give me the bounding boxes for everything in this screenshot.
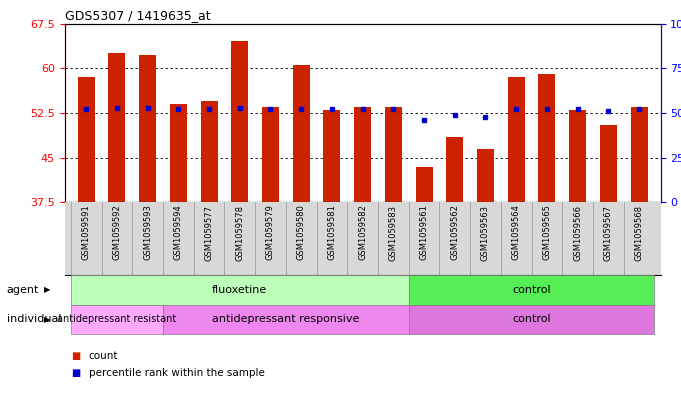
Bar bbox=[477, 149, 494, 202]
Text: ■: ■ bbox=[72, 351, 81, 361]
Text: control: control bbox=[512, 285, 551, 295]
Text: GSM1059583: GSM1059583 bbox=[389, 205, 398, 261]
Text: GSM1059565: GSM1059565 bbox=[543, 205, 552, 261]
Text: antidepressant resistant: antidepressant resistant bbox=[57, 314, 176, 324]
Bar bbox=[569, 110, 586, 202]
Text: GSM1059561: GSM1059561 bbox=[419, 205, 428, 261]
Text: GSM1059578: GSM1059578 bbox=[235, 205, 244, 261]
Text: ■: ■ bbox=[72, 368, 81, 378]
Text: GSM1059580: GSM1059580 bbox=[297, 205, 306, 261]
Bar bbox=[415, 167, 432, 202]
Text: agent: agent bbox=[7, 285, 39, 295]
Bar bbox=[170, 104, 187, 202]
Text: GSM1059593: GSM1059593 bbox=[143, 205, 152, 261]
Bar bbox=[232, 41, 248, 202]
Bar bbox=[262, 107, 279, 202]
Text: GSM1059594: GSM1059594 bbox=[174, 205, 183, 260]
Bar bbox=[201, 101, 217, 202]
Bar bbox=[446, 137, 463, 202]
Text: GSM1059564: GSM1059564 bbox=[511, 205, 521, 261]
Text: GSM1059566: GSM1059566 bbox=[573, 205, 582, 261]
Bar bbox=[600, 125, 617, 202]
Bar bbox=[293, 65, 310, 202]
Text: ▶: ▶ bbox=[44, 285, 51, 294]
Bar bbox=[323, 110, 340, 202]
Text: GSM1059567: GSM1059567 bbox=[604, 205, 613, 261]
Text: GSM1059579: GSM1059579 bbox=[266, 205, 275, 261]
Text: antidepressant responsive: antidepressant responsive bbox=[212, 314, 360, 324]
Text: count: count bbox=[89, 351, 118, 361]
Text: GSM1059562: GSM1059562 bbox=[450, 205, 459, 261]
Text: GSM1059582: GSM1059582 bbox=[358, 205, 367, 261]
Text: ▶: ▶ bbox=[44, 315, 51, 324]
Text: GSM1059563: GSM1059563 bbox=[481, 205, 490, 261]
Bar bbox=[354, 107, 371, 202]
Bar bbox=[139, 55, 156, 202]
Bar bbox=[108, 53, 125, 202]
Bar bbox=[78, 77, 95, 202]
Text: GSM1059577: GSM1059577 bbox=[204, 205, 214, 261]
Text: GSM1059581: GSM1059581 bbox=[328, 205, 336, 261]
Text: GDS5307 / 1419635_at: GDS5307 / 1419635_at bbox=[65, 9, 210, 22]
Text: GSM1059591: GSM1059591 bbox=[82, 205, 91, 260]
Text: individual: individual bbox=[7, 314, 61, 324]
Text: GSM1059568: GSM1059568 bbox=[635, 205, 644, 261]
Bar bbox=[385, 107, 402, 202]
Text: control: control bbox=[512, 314, 551, 324]
Text: percentile rank within the sample: percentile rank within the sample bbox=[89, 368, 264, 378]
Bar bbox=[631, 107, 648, 202]
Bar bbox=[539, 74, 556, 202]
Text: fluoxetine: fluoxetine bbox=[212, 285, 268, 295]
Bar bbox=[508, 77, 524, 202]
Text: GSM1059592: GSM1059592 bbox=[112, 205, 121, 260]
